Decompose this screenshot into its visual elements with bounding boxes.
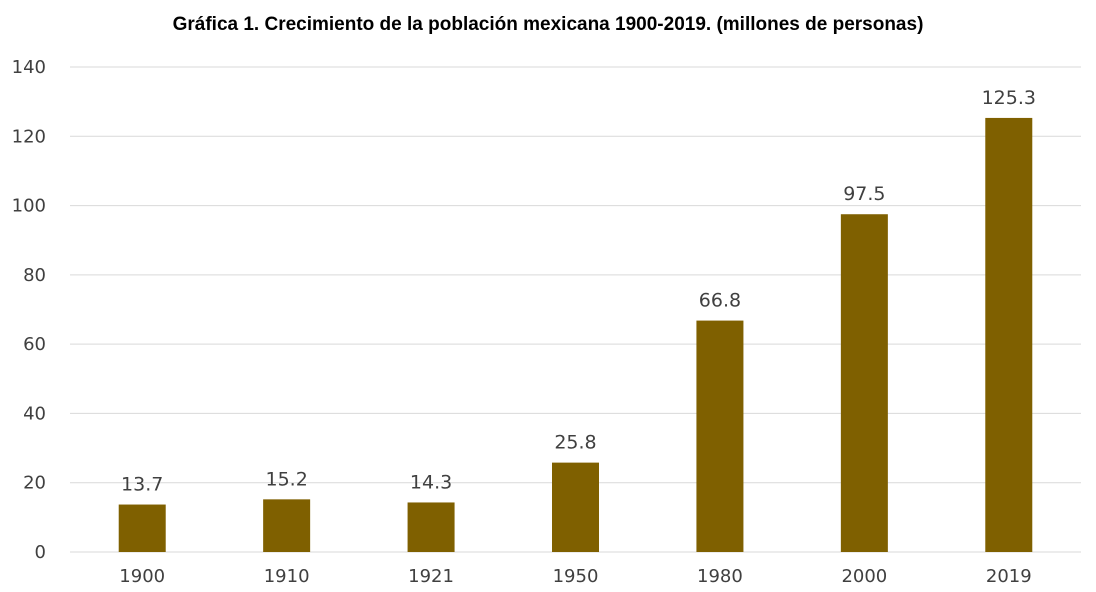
bar-1980 (696, 320, 744, 552)
data-labels: 13.7 15.2 14.3 25.8 66.8 97.5 125.3 (121, 87, 1036, 496)
y-tick-label: 40 (23, 403, 46, 424)
x-tick-label: 2000 (841, 566, 887, 587)
data-label: 25.8 (554, 432, 596, 454)
bar-1950 (552, 462, 599, 552)
x-tick-label: 2019 (986, 566, 1032, 587)
y-tick-label: 80 (23, 265, 46, 286)
x-axis-tick-labels: 1900 1910 1921 1950 1980 2000 2019 (119, 566, 1031, 587)
y-tick-label: 140 (12, 57, 46, 78)
bars (118, 117, 1033, 553)
y-tick-label: 120 (12, 126, 46, 147)
data-label: 13.7 (121, 474, 163, 496)
bar-2000 (840, 214, 888, 552)
y-axis-tick-labels: 0 20 40 60 80 100 120 140 (12, 57, 46, 563)
data-label: 15.2 (265, 468, 307, 490)
y-tick-label: 60 (23, 334, 46, 355)
x-tick-label: 1980 (697, 566, 743, 587)
data-label: 125.3 (982, 87, 1036, 109)
bar-1900 (118, 504, 166, 552)
bar-1910 (263, 499, 311, 552)
data-label: 66.8 (699, 290, 741, 312)
chart-title: Gráfica 1. Crecimiento de la población m… (172, 14, 924, 35)
bar-2019 (985, 117, 1033, 553)
bar-1921 (407, 502, 455, 552)
y-tick-label: 100 (12, 196, 46, 217)
x-tick-label: 1900 (119, 566, 165, 587)
data-label: 97.5 (843, 183, 885, 205)
y-tick-label: 20 (23, 473, 46, 494)
data-label: 14.3 (410, 471, 452, 493)
x-tick-label: 1921 (408, 566, 454, 587)
y-tick-label: 0 (35, 542, 46, 563)
x-tick-label: 1910 (264, 566, 310, 587)
x-tick-label: 1950 (553, 566, 599, 587)
